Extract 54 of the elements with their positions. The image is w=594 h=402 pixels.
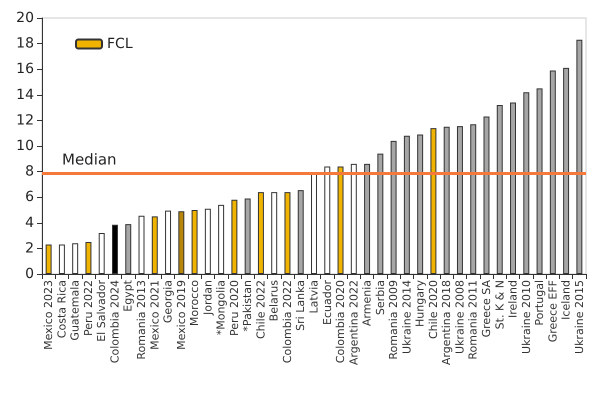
x-tick-label: Romania 2013 (135, 280, 148, 360)
x-tick-label: Mexico 2023 (42, 280, 56, 350)
y-tick-label: 18 (16, 36, 34, 52)
x-tick-label: Romania 2011 (466, 280, 480, 360)
x-tick-label: Peru 2020 (228, 280, 241, 336)
x-tick-label: Chile 2020 (426, 280, 440, 340)
y-tick-label: 8 (25, 164, 34, 180)
x-tick-label: Romania 2009 (387, 280, 400, 360)
x-tick-label: *Pakistan (241, 280, 254, 332)
x-tick-label: Ukraine 2015 (572, 280, 586, 354)
x-tick-label: Argentina 2022 (347, 280, 360, 366)
x-tick-label: Greece SA (480, 280, 493, 338)
x-tick-label: Belarus (268, 280, 281, 322)
x-tick-label: Armenia (360, 280, 374, 326)
x-tick-label: Greece EFF (546, 280, 560, 342)
y-tick-label: 20 (16, 10, 34, 26)
x-tick-label: Morocco (188, 280, 202, 326)
legend-label: FCL (107, 36, 133, 52)
y-tick-label: 0 (25, 266, 34, 282)
x-tick-label: Jordan (201, 280, 214, 316)
x-tick-label: *Mongolia (214, 280, 228, 336)
ref-line-label: Median (62, 150, 117, 168)
y-tick-label: 6 (25, 189, 34, 206)
x-tick-label: Guatemala (68, 280, 82, 341)
x-tick-label: Mexico 2019 (174, 280, 188, 350)
x-tick-label: Colombia 2024 (108, 280, 122, 364)
x-tick-label: Ukraine 2008 (453, 280, 466, 354)
x-tick-label: Portugal (533, 280, 546, 326)
x-tick-label: Sri Lanka (294, 280, 308, 331)
x-tick-label: Georgia (162, 280, 175, 324)
x-tick-label: El Salvador (95, 280, 108, 342)
x-tick-label: Peru 2022 (82, 280, 95, 336)
x-tick-label: Ukraine 2010 (520, 280, 533, 354)
x-tick-label: Colombia 2020 (334, 280, 348, 364)
y-tick-label: 12 (16, 112, 34, 128)
x-tick-label: Ecuador (320, 280, 334, 325)
x-tick-label: Argentina 2018 (440, 280, 454, 366)
x-tick-label: Latvia (308, 280, 320, 314)
x-tick-label: St. K & N (493, 280, 506, 330)
x-tick-label: Egypt (122, 279, 135, 312)
y-tick-label: 10 (16, 138, 34, 154)
x-tick-label: Iceland (560, 280, 573, 320)
x-tick-label: Chile 2022 (254, 280, 268, 340)
x-tick-label: Ireland (506, 280, 520, 318)
x-tick-label: Mexico 2021 (148, 280, 162, 350)
x-tick-label: Serbia (374, 280, 387, 316)
y-tick-label: 2 (25, 240, 34, 256)
x-tick-label: Costa Rica (55, 280, 68, 338)
y-tick-label: 16 (16, 61, 34, 78)
x-tick-label: Colombia 2022 (280, 280, 294, 364)
y-tick-label: 14 (16, 86, 34, 103)
y-tick-label: 4 (25, 214, 34, 231)
x-tick-label: Ukraine 2014 (400, 280, 414, 354)
x-tick-label: Hungary (414, 280, 427, 327)
